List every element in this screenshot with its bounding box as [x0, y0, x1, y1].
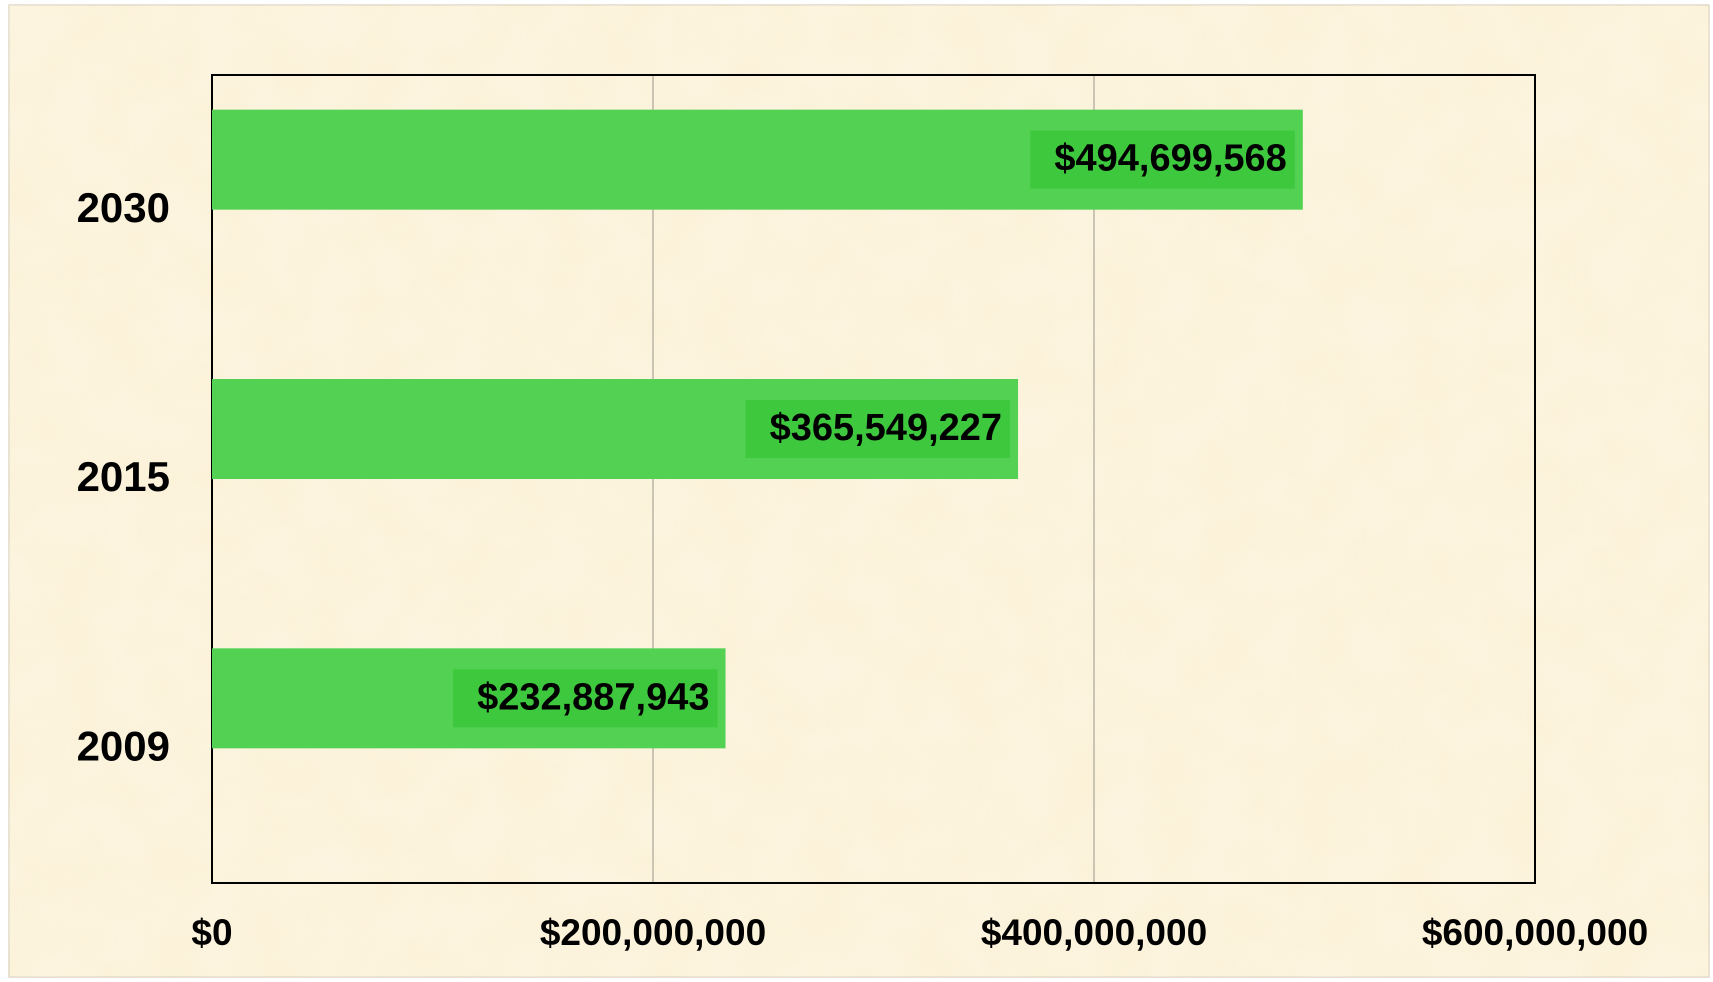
x-tick-label: $200,000,000 [540, 912, 766, 953]
data-label: $494,699,568 [1054, 138, 1286, 180]
data-label-box [745, 400, 1011, 458]
x-tick-label: $400,000,000 [981, 912, 1207, 953]
y-tick-label: 2030 [77, 184, 170, 231]
data-label: $232,887,943 [477, 676, 709, 718]
data-label-box [1030, 130, 1295, 189]
data-label-box [453, 669, 718, 728]
x-tick-label: $600,000,000 [1422, 912, 1648, 953]
data-label: $365,549,227 [770, 407, 1002, 449]
y-tick-label: 2015 [77, 453, 170, 500]
y-tick-label: 2009 [77, 722, 170, 769]
x-tick-label: $0 [191, 912, 232, 953]
